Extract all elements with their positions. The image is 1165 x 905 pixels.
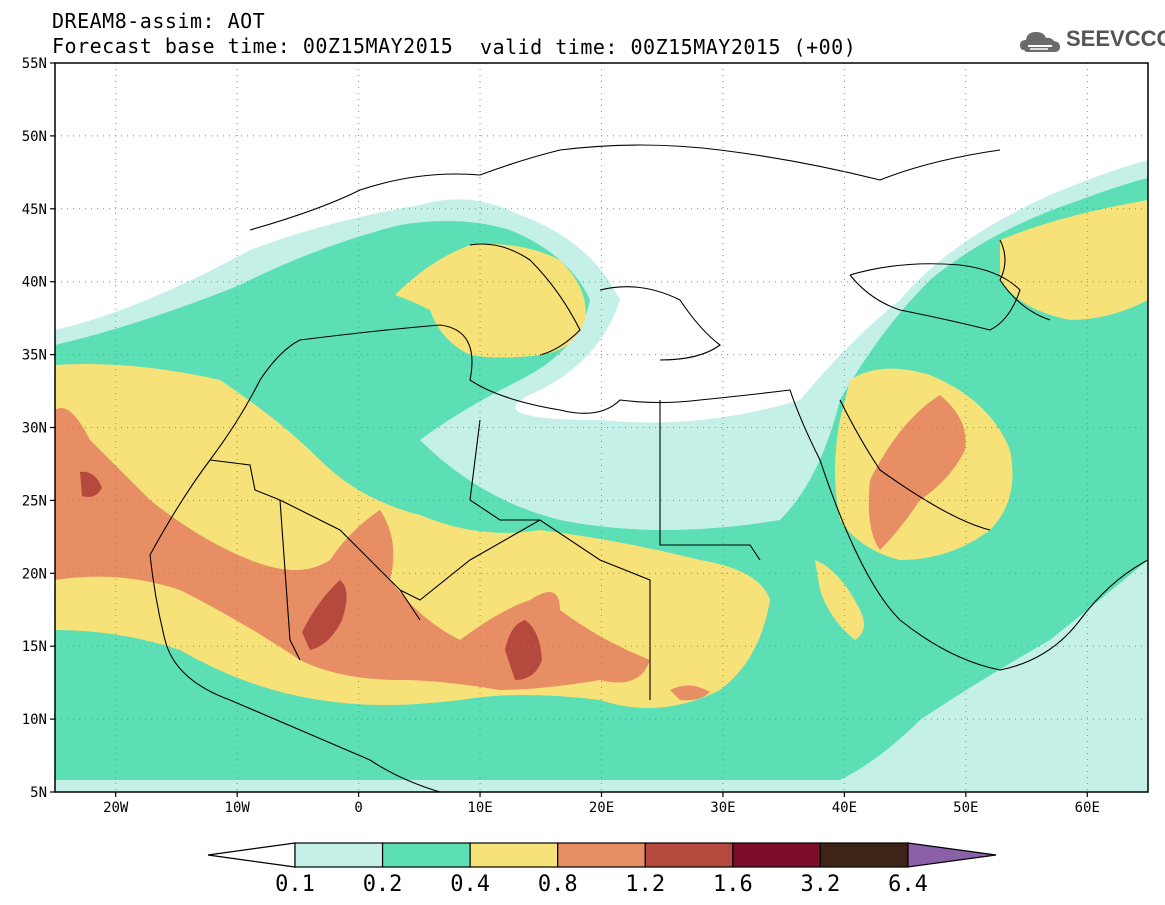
- colorbar-box: [732, 842, 822, 868]
- lat-label: 50N: [22, 129, 47, 145]
- aot-level-0.8-arabia: [868, 395, 966, 550]
- base-time: Forecast base time: 00Z15MAY2015: [52, 34, 454, 58]
- aot-level-1.2-mali: [302, 580, 347, 650]
- lat-label: 20N: [22, 566, 47, 582]
- colorbar-under-triangle: [207, 842, 296, 868]
- axis-labels: 55N 50N 45N 40N 35N 30N 25N 20N 15N 10N 5N 20W 10W 0 1…: [22, 56, 1100, 816]
- colorbar-label: 0.8: [538, 872, 578, 897]
- valid-time: valid time: 00Z15MAY2015 (+00): [480, 35, 857, 59]
- lat-label: 55N: [22, 56, 47, 72]
- colorbar-over-triangle: [907, 842, 997, 868]
- lon-label: 50E: [953, 800, 978, 816]
- lat-label: 5N: [30, 785, 47, 801]
- lat-label: 35N: [22, 348, 47, 364]
- colorbar-box: [381, 842, 471, 868]
- lat-label: 40N: [22, 275, 47, 291]
- colorbar-label: 6.4: [888, 872, 928, 897]
- aot-level-0.8-sudan: [670, 685, 710, 701]
- colorbar-box: [294, 842, 384, 868]
- model-title: DREAM8-assim: AOT: [52, 9, 266, 33]
- aot-level-0.8: [55, 408, 650, 690]
- aot-level-0.4-redsea: [815, 560, 864, 640]
- lon-label: 10W: [225, 800, 251, 816]
- lon-label: 20W: [103, 800, 129, 816]
- lat-label: 45N: [22, 202, 47, 218]
- colorbar-box: [644, 842, 734, 868]
- lon-label: 20E: [589, 800, 614, 816]
- lat-label: 10N: [22, 712, 47, 728]
- lat-label: 25N: [22, 493, 47, 509]
- colorbar-box: [469, 842, 559, 868]
- aot-contours: [55, 160, 1148, 792]
- colorbar: 0.1 0.2 0.4 0.8 1.2 1.6 3.2 6.4: [207, 842, 997, 897]
- colorbar-label: 0.4: [450, 872, 490, 897]
- colorbar-label: 1.6: [713, 872, 753, 897]
- cloud-logo-icon: [1020, 32, 1060, 52]
- colorbar-label: 0.1: [275, 872, 315, 897]
- colorbar-box: [819, 842, 909, 868]
- aot-level-0.4: [55, 364, 770, 708]
- axis-ticks: [50, 62, 1088, 797]
- lon-label: 60E: [1075, 800, 1100, 816]
- lon-label: 10E: [467, 800, 492, 816]
- lon-label: 40E: [832, 800, 857, 816]
- colorbar-label: 1.2: [625, 872, 665, 897]
- logo-text: SEEVCCC: [1066, 26, 1165, 51]
- aot-level-0.4-italy: [395, 244, 586, 358]
- colorbar-label: 0.2: [363, 872, 403, 897]
- colorbar-box: [557, 842, 646, 868]
- aot-level-1.2-west: [80, 471, 102, 497]
- aot-level-0.4-caspian: [1000, 200, 1148, 320]
- aot-level-1.2-chad: [505, 620, 542, 680]
- colorbar-label: 3.2: [801, 872, 841, 897]
- lon-label: 30E: [710, 800, 735, 816]
- lat-label: 30N: [22, 421, 47, 437]
- lon-label: 0: [354, 800, 362, 816]
- lat-label: 15N: [22, 639, 47, 655]
